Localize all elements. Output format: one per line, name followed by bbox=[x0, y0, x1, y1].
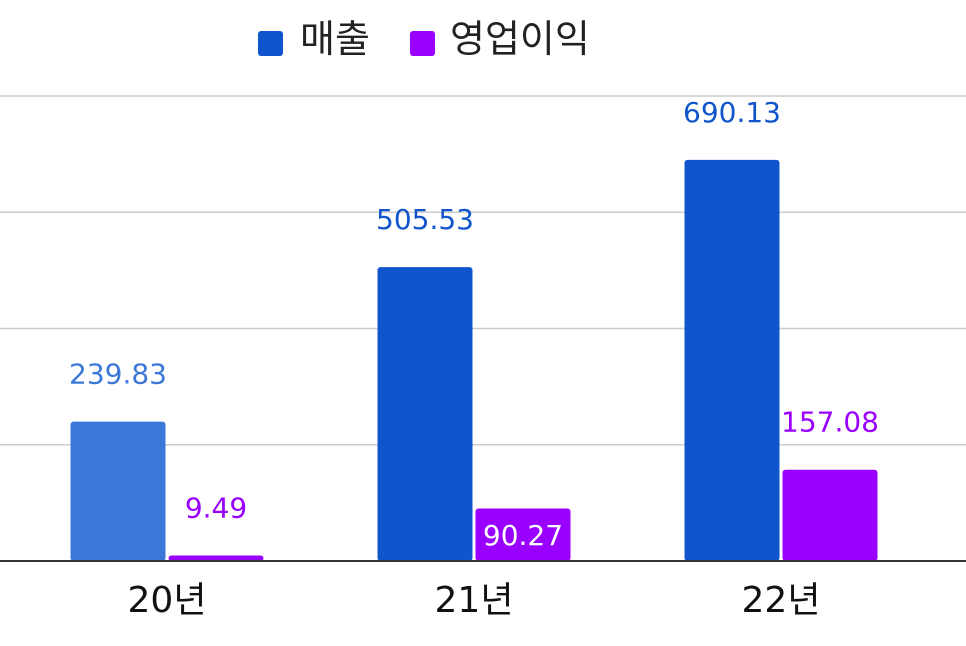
legend-label-operating-profit: 영업이익 bbox=[450, 17, 590, 61]
x-axis-tick-labels: 20년 21년 22년 bbox=[128, 580, 821, 621]
data-label-operating-profit: 157.08 bbox=[781, 406, 879, 439]
bars bbox=[70, 159, 878, 561]
data-labels: 239.83 9.49 505.53 90.27 690.13 157.08 bbox=[69, 96, 879, 552]
bar-operating-profit bbox=[475, 508, 571, 561]
data-label-revenue: 690.13 bbox=[683, 96, 781, 129]
x-tick-label: 20년 bbox=[128, 580, 207, 621]
bar-operating-profit bbox=[168, 555, 264, 561]
x-tick-label: 21년 bbox=[435, 580, 514, 621]
bar-revenue bbox=[377, 267, 473, 561]
data-label-operating-profit: 90.27 bbox=[483, 519, 563, 552]
bar-revenue bbox=[70, 421, 166, 561]
legend-swatch-revenue bbox=[258, 31, 283, 56]
legend-label-revenue: 매출 bbox=[300, 17, 370, 61]
data-label-revenue: 505.53 bbox=[376, 203, 474, 236]
gridlines bbox=[0, 95, 966, 446]
data-label-operating-profit: 9.49 bbox=[185, 491, 247, 524]
x-tick-label: 22년 bbox=[742, 580, 821, 621]
legend: 매출 영업이익 bbox=[258, 17, 590, 61]
bar-operating-profit bbox=[782, 469, 878, 561]
data-label-revenue: 239.83 bbox=[69, 358, 167, 391]
legend-swatch-operating-profit bbox=[410, 31, 435, 56]
bar-revenue bbox=[684, 159, 780, 561]
